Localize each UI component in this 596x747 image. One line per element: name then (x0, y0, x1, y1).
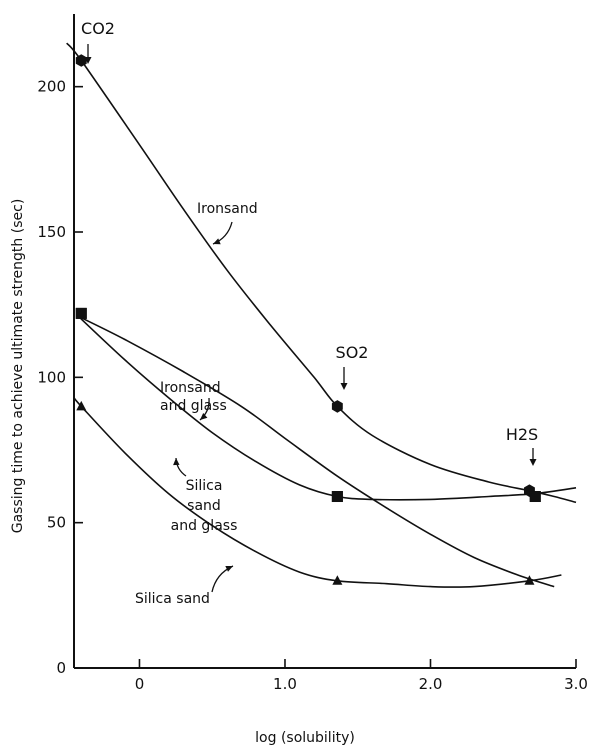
so2-arrow-head (340, 383, 348, 390)
label-silica-sand-and-glass: Silica sand and glass (171, 478, 238, 534)
y-tick-label: 100 (37, 368, 66, 386)
leader-silica-sand-and-glass-head (173, 458, 180, 466)
x-tick-label: 1.0 (273, 675, 297, 693)
y-tick-label: 50 (47, 514, 66, 532)
curves (66, 42, 577, 588)
gas-label-so2: SO2 (336, 343, 369, 362)
markers (75, 54, 541, 585)
point-silica-sand-and-glass (529, 491, 541, 503)
label-silica-sand: Silica sand (135, 591, 210, 607)
leader-silica-sand (211, 565, 234, 593)
point-ironsand (75, 54, 87, 67)
label-silica-sand-and-glass-line: sand (187, 498, 221, 514)
curve-silica-sand-and-glass (78, 315, 555, 588)
label-ironsand-and-glass-line: Ironsand (160, 380, 221, 396)
point-ironsand (331, 400, 343, 413)
x-tick-label: 2.0 (419, 675, 443, 693)
gas-label-co2: CO2 (81, 19, 115, 38)
point-silica-sand (76, 400, 87, 411)
leader-silica-sand-head (225, 566, 233, 572)
co2-arrow-head (84, 57, 92, 64)
leader-ironsand-and-glass-head (200, 413, 208, 420)
label-ironsand-and-glass: Ironsand and glass (160, 380, 227, 414)
h2s-arrow-head (529, 459, 537, 466)
label-silica-sand-line: Silica sand (135, 591, 210, 607)
curve-silica-sand (73, 397, 562, 588)
x-tick-label: 3.0 (564, 675, 588, 693)
y-tick-label: 200 (37, 78, 66, 96)
axes: 0 50 100 150 200 0 1.0 2.0 3.0 log (solubility) Ga… (10, 14, 588, 746)
label-ironsand: Ironsand (197, 201, 258, 217)
point-silica-sand-and-glass (331, 491, 343, 503)
gas-label-h2s: H2S (506, 425, 538, 444)
point-silica-sand (332, 575, 343, 585)
label-ironsand-and-glass-line: and glass (160, 398, 227, 414)
leader-silica-sand-and-glass (175, 457, 187, 477)
label-silica-sand-and-glass-line: and glass (171, 518, 238, 534)
y-axis-title: Gassing time to achieve ultimate strengt… (10, 199, 26, 534)
curve-ironsand-and-glass (77, 315, 577, 501)
y-tick-label: 0 (56, 659, 66, 677)
leader-ironsand-head (213, 238, 221, 245)
y-tick-label: 150 (37, 223, 66, 241)
leader-ironsand (212, 221, 233, 245)
point-silica-sand-and-glass (75, 307, 87, 319)
x-axis-title: log (solubility) (255, 730, 355, 746)
point-silica-sand (524, 575, 535, 585)
curve-ironsand (66, 42, 577, 504)
label-silica-sand-and-glass-line: Silica (186, 478, 223, 494)
x-tick-label: 0 (135, 675, 145, 693)
label-ironsand-line: Ironsand (197, 201, 258, 217)
